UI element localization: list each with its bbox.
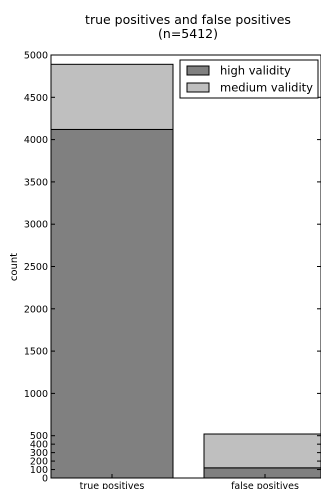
y-tick-label: 1500	[24, 347, 48, 358]
legend-label-medium-validity: medium validity	[220, 81, 313, 95]
bar-true-positives-high-validity	[50, 128, 174, 479]
legend-label-high-validity: high validity	[220, 64, 291, 78]
y-tick-label: 200	[30, 457, 48, 468]
y-axis-label: count	[9, 253, 20, 281]
y-tick-label: 0	[42, 474, 48, 485]
legend: high validity medium validity	[179, 59, 319, 99]
x-tick-label-true-positives: true positives	[80, 481, 145, 489]
y-tick-label: 3000	[24, 220, 48, 231]
y-tick-label: 2000	[24, 304, 48, 315]
y-tick-label: 300	[30, 448, 48, 459]
legend-swatch-high-validity	[186, 65, 210, 76]
chart-title: true positives and false positives	[85, 12, 291, 27]
y-tick-label: 500	[30, 431, 48, 442]
bar-false-positives-medium-validity	[203, 433, 321, 469]
bars-layer	[50, 63, 321, 479]
y-tick-label: 2500	[24, 262, 48, 273]
chart-subtitle: (n=5412)	[158, 26, 218, 41]
y-tick-label: 100	[30, 465, 48, 476]
bar-false-positives-high-validity	[203, 467, 321, 479]
y-tick-label: 4000	[24, 135, 48, 146]
legend-swatch-medium-validity	[186, 82, 210, 93]
bar-true-positives-medium-validity	[50, 63, 174, 130]
y-tick-label: 400	[30, 440, 48, 451]
y-tick-label: 1000	[24, 389, 48, 400]
y-tick-label: 4500	[24, 93, 48, 104]
x-axis-ticks: true positives false positives	[80, 474, 299, 489]
y-tick-label: 3500	[24, 177, 48, 188]
y-tick-label: 5000	[24, 51, 48, 62]
x-tick-label-false-positives: false positives	[231, 481, 299, 489]
